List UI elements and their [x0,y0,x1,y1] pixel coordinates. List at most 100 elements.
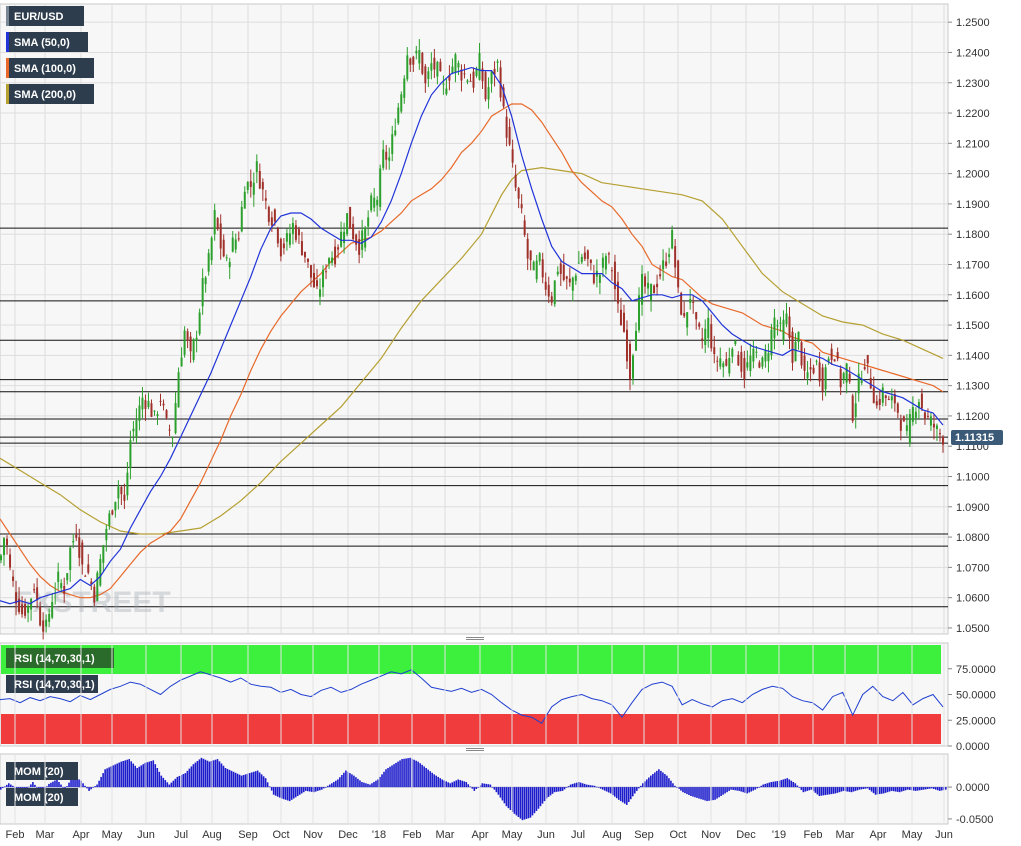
mom-bar [634,787,636,794]
legend-rsi-bottom[interactable]: RSI (14,70,30,1) [6,675,98,693]
mom-bar [571,783,574,788]
legend-sma-50[interactable]: SMA (50,0) [6,32,88,52]
mom-bar [732,787,734,790]
candle-body [3,538,6,556]
mom-bar [862,787,865,789]
mom-bar [690,787,692,796]
mom-bar [331,783,333,788]
x-tick-label: Oct [272,829,289,841]
mom-y-axis: 0.0000 -0.0500 [948,782,993,826]
mom-bar [640,785,642,788]
mom-bar [716,787,718,799]
mom-bar [108,767,110,788]
mom-bar [477,787,480,788]
mom-bar [583,783,586,788]
mom-bar [100,776,102,788]
mom-bar [519,787,522,819]
candle-body [261,182,264,190]
legend-mom-bottom[interactable]: MOM (20) [6,788,78,806]
mom-bar [802,787,805,793]
mom-bar [188,768,191,788]
legend-rsi-top[interactable]: RSI (14,70,30,1) [6,648,114,668]
x-tick-label: Nov [303,829,323,841]
mom-bar [904,787,907,791]
panel-resize-handle-2[interactable] [466,748,484,751]
panel-resize-handle-1[interactable] [466,637,484,640]
legend-mom-top[interactable]: MOM (20) [6,762,78,780]
candle-body [195,337,198,341]
mom-bar [625,787,628,805]
mom-bar [557,787,560,792]
mom-bar [60,784,62,788]
mom-bar [343,772,345,788]
mom-bar [288,787,291,802]
candle-body [532,261,535,271]
mom-bar [517,787,520,817]
mom-bar [563,787,566,790]
mom-bar [593,785,596,788]
mom-bar [310,787,313,792]
mom-bar [132,763,135,788]
candle-body [767,352,770,362]
candle-body [812,367,815,374]
candle-body [872,387,875,404]
candle-body [445,88,448,95]
mom-bar [178,775,181,788]
mom-bar [0,787,2,790]
price-y-tick-label: 1.1600 [956,290,990,302]
candle-body [439,61,442,72]
candle-body [144,400,147,409]
candle-body [902,416,905,422]
candle-body [662,260,665,270]
mom-bar [152,760,155,788]
candle-body [650,283,653,301]
x-tick-label: Mar [836,829,855,841]
candle-body [487,87,490,100]
candle-body [108,513,111,526]
mom-bar [938,787,941,791]
mom-bar [2,787,4,789]
candle-body [129,440,132,469]
legend-sma-100[interactable]: SMA (100,0) [6,58,94,78]
mom-bar [401,759,403,788]
mom-bar [796,785,799,788]
candle-body [770,329,773,356]
mom-bar [660,770,662,788]
mom-bar [294,787,297,798]
candle-body [177,372,180,408]
candle-body [884,395,887,398]
candle-body [141,397,144,410]
sma-50-path [0,66,944,605]
candle-body [340,231,343,247]
candle-body [460,69,463,81]
mom-bar [12,785,14,788]
mom-bar [644,781,646,788]
candle-body [267,207,270,222]
candle-body [406,55,409,80]
mom-bar [461,780,464,788]
mom-bar [353,775,355,788]
mom-bar [826,787,829,795]
candle-body [337,247,340,250]
mom-bar [902,787,905,791]
candle-body [255,161,258,173]
candle-body [454,54,457,73]
mom-bar [870,787,873,792]
candle-body [300,241,303,256]
price-y-tick-label: 1.0900 [956,502,990,514]
mom-bar [820,787,823,796]
legend-sma-200[interactable]: SMA (200,0) [6,84,94,104]
mom-bar [268,786,271,788]
candle-body [878,398,881,405]
mom-bar [521,787,524,821]
price-y-tick-label: 1.2400 [956,47,990,59]
x-tick-label: May [502,829,523,841]
candle-body [469,80,472,82]
candle-body [842,373,845,380]
mom-bar [638,787,640,789]
mom-bar [327,785,329,788]
candle-body [734,340,737,345]
legend-eurusd[interactable]: EUR/USD [6,6,84,26]
mom-bar [52,781,54,788]
mom-bar [553,787,556,793]
